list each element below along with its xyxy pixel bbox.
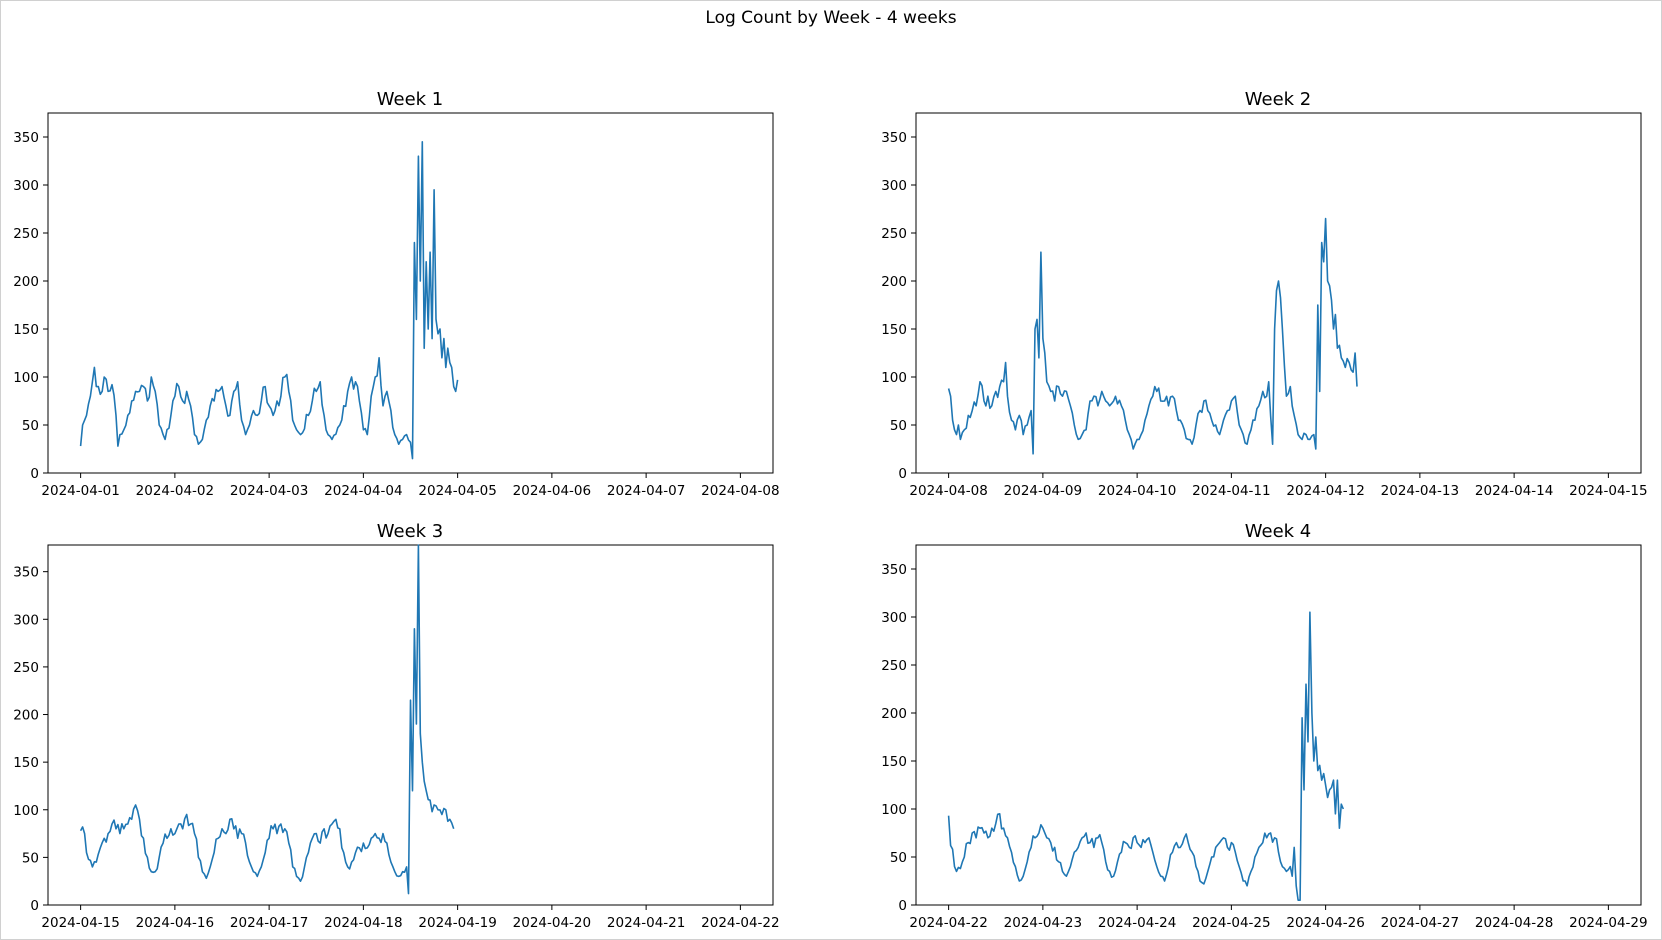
y-tick-label: 250: [13, 660, 39, 676]
y-tick-label: 150: [881, 322, 907, 338]
x-tick-label: 2024-04-12: [1286, 483, 1364, 499]
x-tick-label: 2024-04-08: [701, 483, 779, 499]
x-tick-label: 2024-04-01: [41, 483, 119, 499]
series-line: [79, 141, 459, 460]
y-tick-label: 350: [881, 130, 907, 146]
x-tick-label: 2024-04-07: [607, 483, 685, 499]
x-tick-label: 2024-04-27: [1381, 915, 1459, 931]
series-line: [79, 544, 455, 895]
x-tick-label: 2024-04-06: [513, 483, 591, 499]
x-tick-label: 2024-04-03: [230, 483, 308, 499]
x-tick-label: 2024-04-10: [1098, 483, 1176, 499]
x-tick-label: 2024-04-09: [1004, 483, 1082, 499]
y-tick-label: 0: [898, 898, 907, 914]
y-tick-label: 200: [881, 706, 907, 722]
subplot-week-4: Week 4 0 50 100 150 200 250 300 350 2024-04-22 20…: [881, 521, 1647, 931]
x-tick-label: 2024-04-04: [324, 483, 402, 499]
x-tick-label: 2024-04-28: [1475, 915, 1553, 931]
y-tick-label: 300: [13, 178, 39, 194]
x-tick-label: 2024-04-02: [136, 483, 214, 499]
y-tick-label: 100: [881, 370, 907, 386]
axes-frame: [47, 112, 774, 474]
subplot-title: Week 4: [1245, 521, 1312, 542]
y-tick-label: 300: [881, 178, 907, 194]
x-tick-label: 2024-04-23: [1004, 915, 1082, 931]
x-tick-label: 2024-04-24: [1098, 915, 1176, 931]
series-line: [947, 217, 1358, 455]
x-tick-label: 2024-04-25: [1192, 915, 1270, 931]
y-tick-label: 100: [881, 802, 907, 818]
x-tick-label: 2024-04-16: [136, 915, 214, 931]
y-tick-label: 250: [13, 226, 39, 242]
y-tick-label: 100: [13, 370, 39, 386]
x-tick-label: 2024-04-11: [1192, 483, 1270, 499]
y-tick-label: 150: [881, 754, 907, 770]
axes-frame: [915, 544, 1642, 906]
y-tick-label: 200: [13, 274, 39, 290]
x-tick-label: 2024-04-26: [1286, 915, 1364, 931]
x-tick-label: 2024-04-29: [1569, 915, 1647, 931]
subplot-week-2: Week 2 0 50 100 150 200 250 300 350 2024-04-08 20…: [881, 89, 1647, 499]
y-tick-label: 200: [881, 274, 907, 290]
x-tick-label: 2024-04-13: [1381, 483, 1459, 499]
y-tick-label: 200: [13, 708, 39, 724]
y-tick-label: 100: [13, 803, 39, 819]
y-tick-label: 50: [22, 418, 39, 434]
y-tick-label: 0: [30, 466, 39, 482]
subplot-title: Week 3: [377, 521, 444, 542]
x-tick-label: 2024-04-17: [230, 915, 308, 931]
figure-title: Log Count by Week - 4 weeks: [705, 8, 957, 28]
x-tick-label: 2024-04-22: [909, 915, 987, 931]
y-tick-label: 0: [898, 466, 907, 482]
y-tick-label: 150: [13, 322, 39, 338]
x-tick-label: 2024-04-05: [418, 483, 496, 499]
y-tick-label: 250: [881, 658, 907, 674]
subplot-title: Week 2: [1245, 89, 1312, 110]
y-tick-label: 350: [13, 130, 39, 146]
x-tick-label: 2024-04-20: [513, 915, 591, 931]
x-tick-label: 2024-04-21: [607, 915, 685, 931]
subplot-week-1: Week 1 0 50 100 150 200 250 300 350 2024-04-01 20…: [13, 89, 779, 499]
x-tick-label: 2024-04-19: [418, 915, 496, 931]
y-tick-label: 350: [881, 562, 907, 578]
x-tick-label: 2024-04-08: [909, 483, 987, 499]
subplot-title: Week 1: [377, 89, 444, 110]
y-tick-label: 50: [890, 418, 907, 434]
y-tick-label: 300: [881, 610, 907, 626]
x-tick-label: 2024-04-15: [1569, 483, 1647, 499]
axes-frame: [47, 544, 774, 906]
y-tick-label: 250: [881, 226, 907, 242]
x-tick-label: 2024-04-22: [701, 915, 779, 931]
y-tick-label: 0: [30, 898, 39, 914]
x-tick-label: 2024-04-18: [324, 915, 402, 931]
series-line: [947, 611, 1345, 902]
axes-frame: [915, 112, 1642, 474]
x-tick-label: 2024-04-14: [1475, 483, 1553, 499]
y-tick-label: 350: [13, 565, 39, 581]
subplot-week-3: Week 3 0 50 100 150 200 250 300 350 2024-04-15 20…: [13, 521, 779, 931]
y-tick-label: 300: [13, 612, 39, 628]
y-tick-label: 50: [890, 850, 907, 866]
y-tick-label: 150: [13, 755, 39, 771]
x-tick-label: 2024-04-15: [41, 915, 119, 931]
y-tick-label: 50: [22, 850, 39, 866]
